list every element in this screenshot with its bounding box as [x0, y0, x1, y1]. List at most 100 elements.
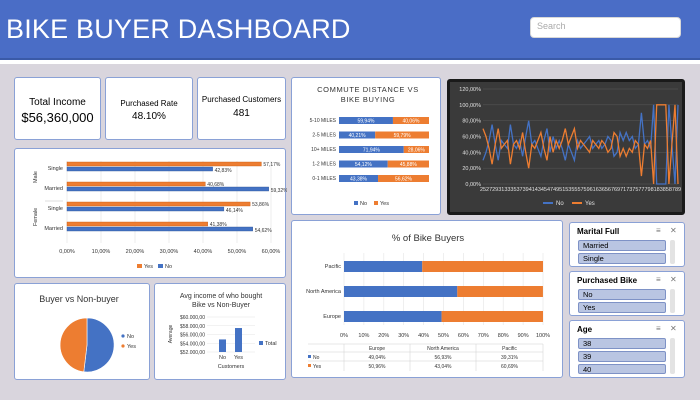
total-income-card: Total Income $56,360,000: [14, 77, 101, 140]
marital-slicer-title: Marital Full: [577, 227, 620, 236]
bar-yes: [392, 117, 429, 124]
multi-select-icon[interactable]: ≡: [656, 275, 661, 284]
bar-no: [66, 166, 213, 172]
clear-filter-icon[interactable]: ✕: [670, 324, 677, 333]
y-axis-label: Average: [168, 325, 174, 344]
table-row-label: No: [313, 355, 320, 361]
legend-swatch-no: [354, 201, 358, 205]
bar-no: [344, 286, 458, 297]
y-tick-label: 40,00%: [462, 150, 481, 156]
x-tick-label: 83: [657, 187, 663, 193]
bar-yes: [441, 311, 543, 322]
y-tick-label: $52.000,00: [180, 350, 205, 356]
legend-label-yes: Yes: [380, 201, 389, 207]
bar-yes: [457, 286, 543, 297]
category-label: North America: [306, 289, 342, 295]
pie-slice-yes: [59, 317, 88, 373]
slicer-item-married[interactable]: Married: [578, 240, 666, 251]
x-tick-label: 51: [559, 187, 565, 193]
table-cell: 60,69%: [501, 364, 519, 370]
y-tick-label: 20,00%: [462, 166, 481, 172]
x-tick-label: 80%: [498, 333, 509, 339]
region-chart-card: % of Bike Buyers 0% 10% 20% 30% 40% 50% 60% 70% 8…: [291, 220, 563, 378]
bar: [235, 328, 242, 352]
x-tick-label: 53: [565, 187, 571, 193]
data-label-no: 42,83%: [215, 168, 233, 174]
category-label: 2-5 MILES: [312, 133, 336, 139]
search-input[interactable]: Search: [530, 17, 681, 38]
group-label: Female: [33, 208, 39, 226]
purchased-customers-value: 481: [233, 108, 250, 119]
age-line-chart: 120,00% 100,00% 80,00% 60,00% 40,00% 20,00% 0,…: [459, 87, 681, 207]
x-tick-label: 40,00%: [194, 249, 213, 255]
bar-yes: [378, 175, 429, 182]
x-tick-label: 40%: [418, 333, 429, 339]
buyer-pie-card: Buyer vs Non-buyer No Yes: [14, 283, 150, 380]
x-tick-label: 25: [480, 187, 486, 193]
legend-label-yes: Yes: [144, 264, 153, 270]
slicer-item-38[interactable]: 38: [578, 338, 666, 349]
multi-select-icon[interactable]: ≡: [656, 226, 661, 235]
data-label-no: 59,32%: [271, 188, 287, 194]
category-label: Pacific: [325, 264, 341, 270]
clear-filter-icon[interactable]: ✕: [670, 275, 677, 284]
table-legend-swatch: [308, 364, 311, 367]
slicer-item-40[interactable]: 40: [578, 364, 666, 374]
bar-yes: [66, 181, 206, 187]
legend-swatch-yes: [121, 344, 125, 348]
y-tick-label: 120,00%: [459, 87, 481, 93]
x-tick-label: 30,00%: [160, 249, 179, 255]
x-tick-label: 70%: [478, 333, 489, 339]
slicer-item-single[interactable]: Single: [578, 253, 666, 264]
x-tick-label: 85: [663, 187, 669, 193]
data-label-yes: 28,06%: [408, 148, 426, 154]
y-tick-label: 100,00%: [459, 103, 481, 109]
x-tick-label: 69: [614, 187, 620, 193]
chart-title: Bike vs Non-Buyer: [192, 302, 251, 309]
data-label-yes: 41,38%: [210, 222, 228, 228]
series-line-no: [482, 104, 679, 185]
x-tick-label: 29: [492, 187, 498, 193]
multi-select-icon[interactable]: ≡: [656, 324, 661, 333]
purchased-scrollbar[interactable]: [670, 289, 675, 313]
x-tick-label: 49: [553, 187, 559, 193]
slicer-item-39[interactable]: 39: [578, 351, 666, 362]
data-label-no: 59,94%: [357, 119, 375, 125]
data-label-no: 46,14%: [226, 208, 244, 214]
category-label: Married: [44, 226, 63, 232]
age-slicer: Age ≡ ✕ 38 39 40: [569, 320, 685, 378]
clear-filter-icon[interactable]: ✕: [670, 226, 677, 235]
avg-income-card: Avg income of who bought Bike vs Non-Buye…: [154, 283, 286, 380]
data-label-yes: 40,68%: [207, 182, 225, 188]
pie-slice-no: [83, 317, 115, 373]
legend-swatch-no: [158, 264, 163, 268]
bar-no: [344, 311, 442, 322]
x-tick-label: 87: [669, 187, 675, 193]
slicer-item-yes[interactable]: Yes: [578, 302, 666, 313]
table-header-cell: North America: [427, 346, 459, 352]
x-tick-label: 73: [626, 187, 632, 193]
bar-no: [339, 160, 388, 168]
dashboard-header: BIKE BUYER DASHBOARD Search: [0, 0, 700, 60]
bar-no: [339, 175, 379, 182]
purchased-slicer-title: Purchased Bike: [577, 276, 638, 285]
category-label: 5-10 MILES: [310, 118, 337, 124]
x-tick-label: 30%: [398, 333, 409, 339]
data-label-no: 54,62%: [255, 228, 273, 234]
x-tick-label: 59: [584, 187, 590, 193]
age-scrollbar[interactable]: [670, 338, 675, 374]
x-tick-label: 37: [517, 187, 523, 193]
legend-label-yes: Yes: [127, 344, 136, 350]
purchased-rate-label: Purchased Rate: [120, 99, 178, 108]
x-tick-label: 20,00%: [126, 249, 145, 255]
table-header-cell: Europe: [369, 346, 385, 352]
data-label-no: 43,38%: [350, 177, 368, 183]
bar-no: [339, 117, 393, 124]
gender-marital-chart: 0,00% 10,00% 20,00% 30,00% 40,00% 50,00% 60,00…: [33, 161, 288, 270]
x-tick-label: 79: [644, 187, 650, 193]
marital-scrollbar[interactable]: [670, 240, 675, 264]
bar-no: [339, 131, 376, 139]
purchased-customers-label: Purchased Customers: [201, 95, 282, 104]
slicer-item-no[interactable]: No: [578, 289, 666, 300]
